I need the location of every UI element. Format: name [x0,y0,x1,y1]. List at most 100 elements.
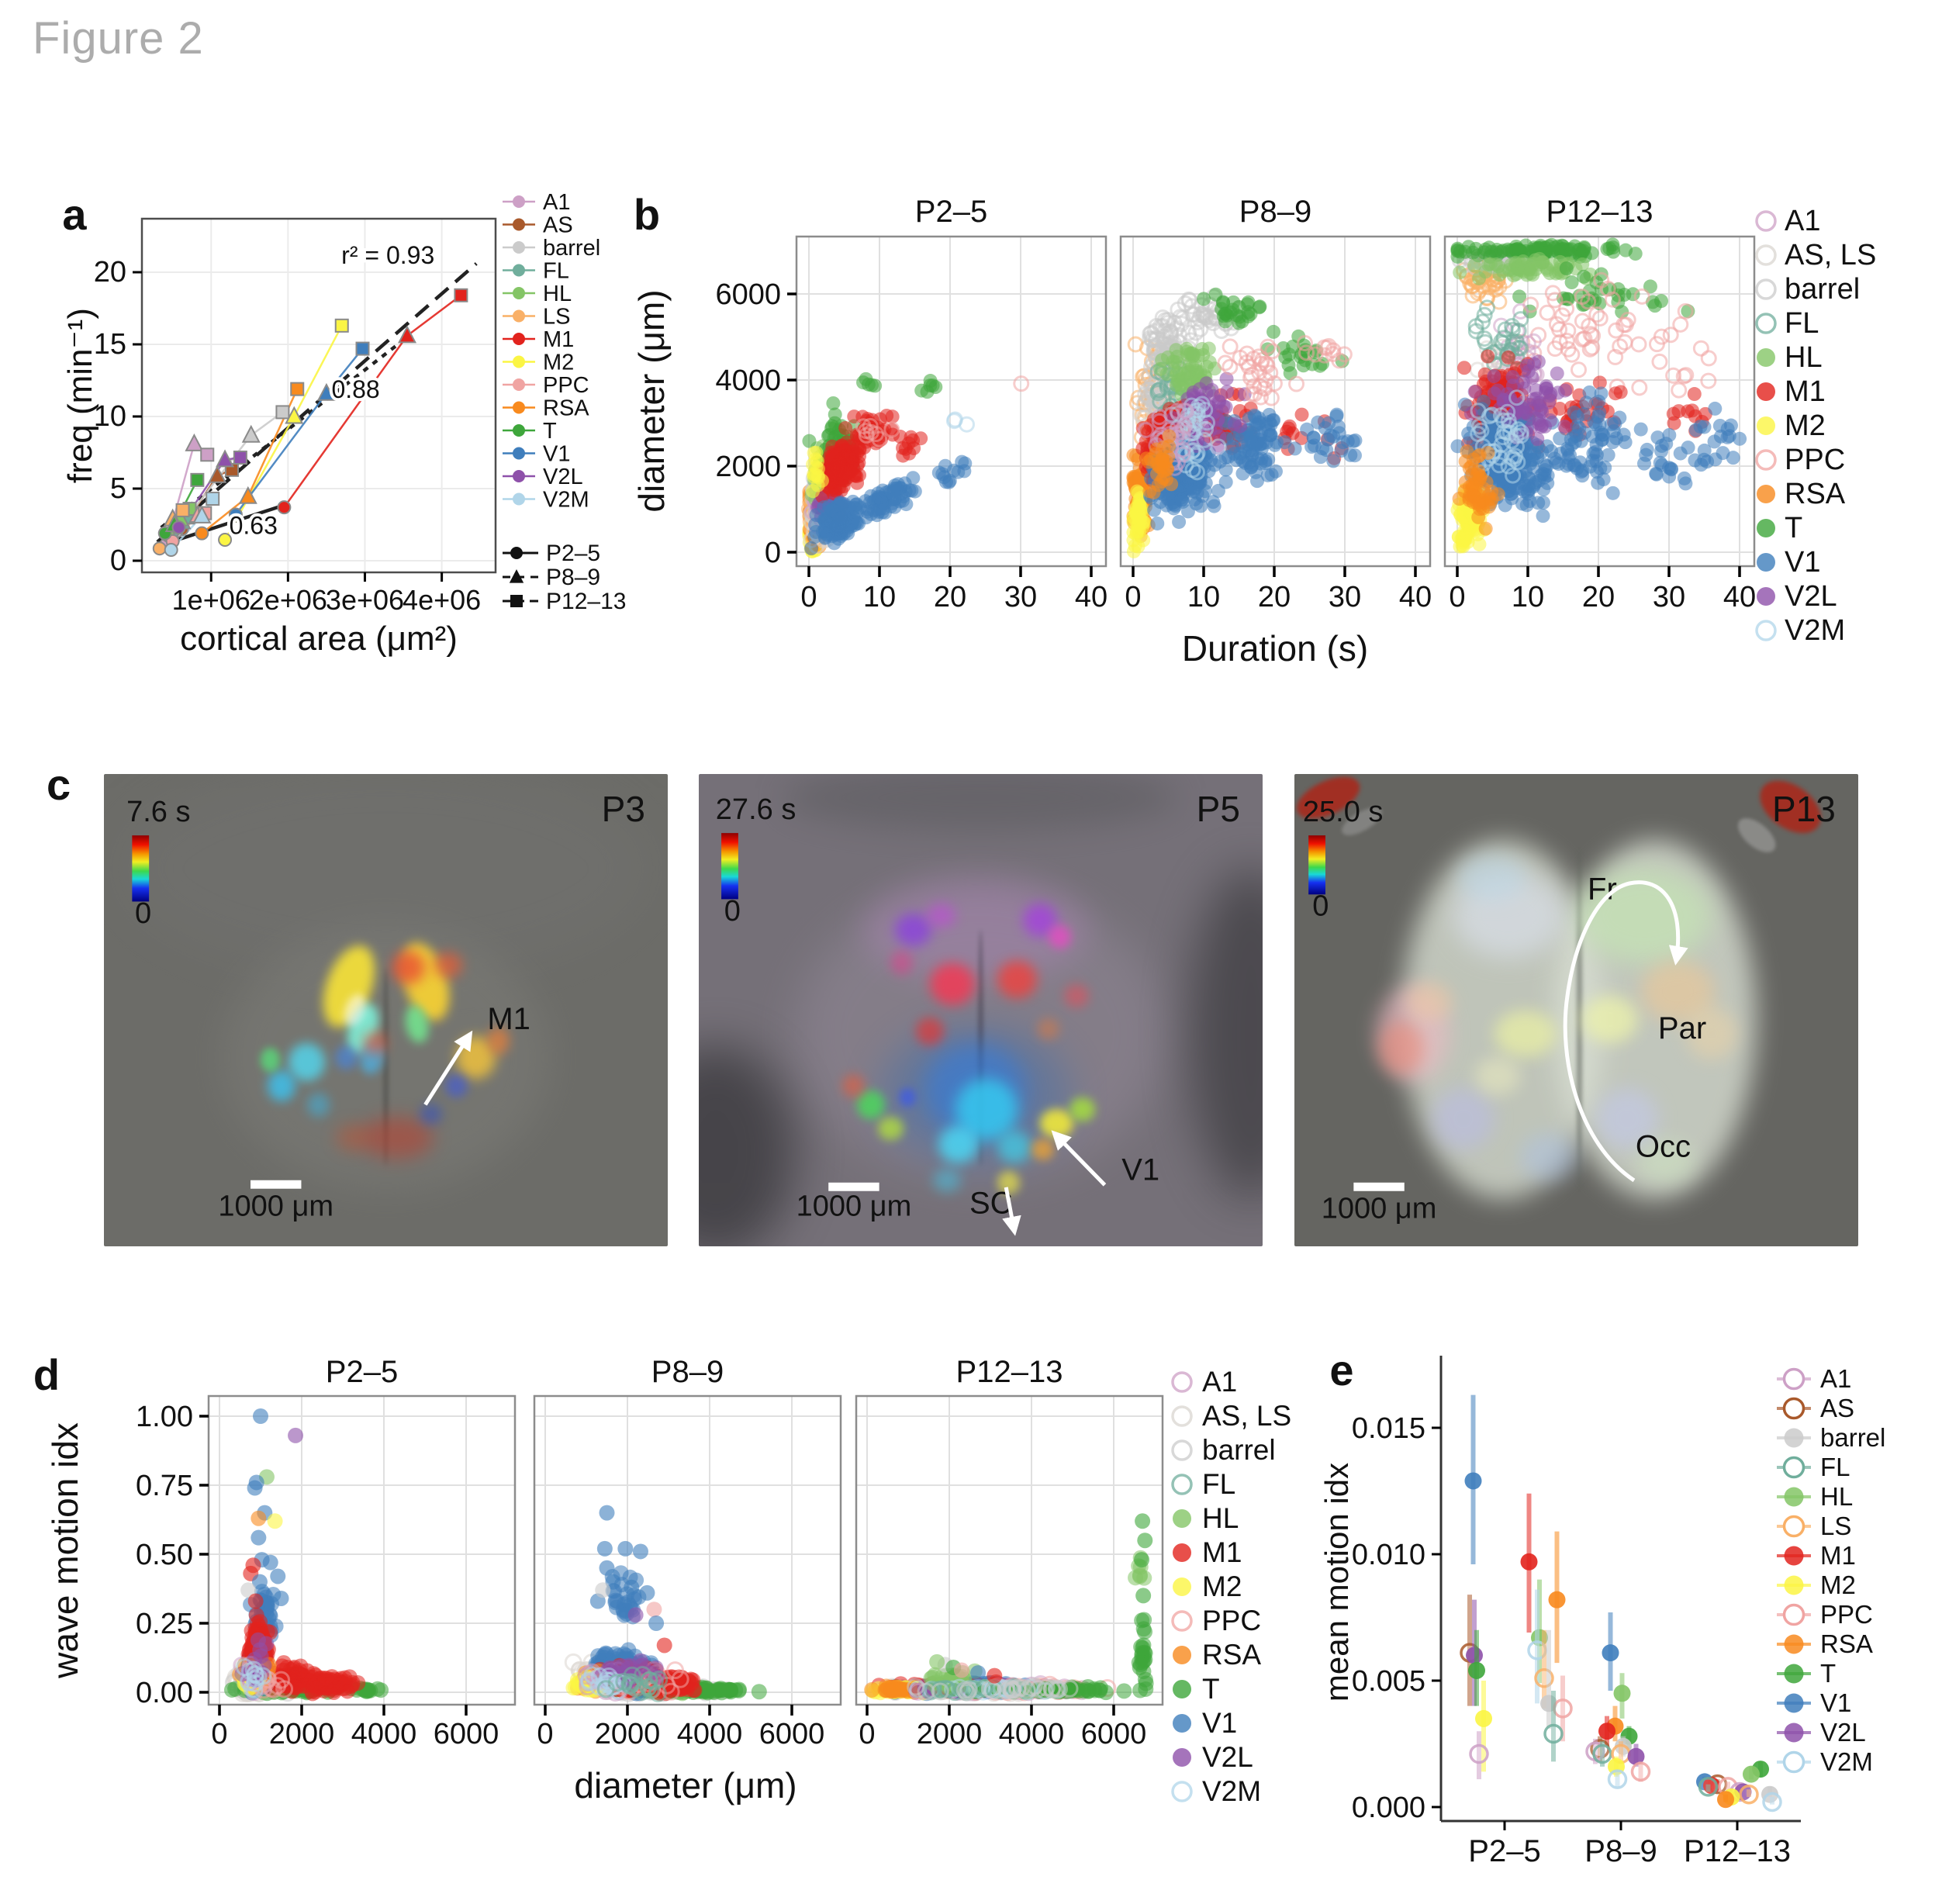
svg-text:V2M: V2M [1785,614,1845,647]
legend-item-PPC: PPC [1173,1605,1261,1636]
d-ylabel: wave motion idx [45,1422,85,1679]
legend-item-T: T [1777,1659,1836,1688]
colorbar-zero-label: 0 [724,895,741,928]
svg-text:V2L: V2L [1785,580,1837,613]
d-xtick: 4000 [999,1718,1065,1750]
b-xtick: 30 [1329,581,1361,613]
legend-item-HL: HL [1173,1502,1239,1534]
legend-item-M2: M2 [1173,1571,1242,1602]
a-xtick: 3e+06 [326,584,404,616]
legend-age-P12–13: P12–13 [503,589,626,614]
e-xtick: P2–5 [1468,1834,1540,1868]
colorbar-zero-label: 0 [135,897,151,930]
a-xtick: 1e+06 [172,584,251,616]
legend-item-HL: HL [503,282,572,306]
d-ytick: 0.25 [136,1608,193,1640]
panel-letter-a: a [62,190,87,239]
age-tag: P13 [1772,789,1836,829]
legend-item-M2: M2 [503,351,574,375]
colorbar-max-label: 7.6 s [126,796,190,828]
d-ytick: 0.75 [136,1470,193,1502]
b-xtick: 40 [1075,581,1107,613]
svg-text:M1: M1 [1785,375,1826,408]
legend-item-M1: M1 [1777,1541,1856,1570]
b-ytick: 6000 [715,278,781,311]
legend-item-V2L: V2L [1173,1741,1253,1773]
legend-age-P2–5: P2–5 [503,541,600,566]
d-ytick: 0.50 [136,1539,193,1571]
d-xtick: 0 [211,1718,227,1750]
svg-text:AS: AS [543,213,573,238]
b-xtick: 10 [863,581,896,613]
svg-text:HL: HL [543,282,572,306]
svg-text:barrel: barrel [1785,273,1860,306]
b-xtick: 20 [934,581,966,613]
legend-item-RSA: RSA [1173,1639,1261,1671]
svg-text:LS: LS [543,305,570,330]
panel-letter-d: d [33,1350,60,1399]
legend-item-M1: M1 [503,327,574,352]
facet-title: P8–9 [1239,195,1311,229]
colorbar-max-label: 27.6 s [716,793,796,826]
anatomy-label-V1: V1 [1121,1153,1159,1187]
b-xtick: 40 [1723,581,1756,613]
legend-item-T: T [1757,512,1802,544]
legend-item-V1: V1 [503,442,570,467]
legend-item-AS: AS [1777,1394,1854,1422]
series [154,289,468,556]
e-ylabel: mean motion idx [1318,1463,1355,1702]
svg-text:M1: M1 [543,327,574,352]
facet-title: P2–5 [915,195,987,229]
legend-item-V2L: V2L [1777,1718,1866,1747]
b-xtick: 30 [1653,581,1685,613]
d-xtick: 2000 [917,1718,983,1750]
facet-title: P8–9 [651,1355,724,1389]
legend-item-V1: V1 [1757,546,1820,579]
b-ytick: 2000 [715,451,781,483]
svg-text:P8–9: P8–9 [546,565,600,590]
d-xtick: 4000 [677,1718,743,1750]
b-xtick: 40 [1399,581,1432,613]
d-xtick: 2000 [595,1718,661,1750]
legend-item-V2M: V2M [1777,1747,1873,1776]
legend-item-FL: FL [503,259,569,284]
legend-item-LS: LS [1777,1512,1851,1540]
panel-letter-b: b [636,190,660,239]
d-xlabel: diameter (μm) [574,1765,796,1806]
d-ytick: 0.00 [136,1677,193,1709]
e-ytick: 0.015 [1352,1412,1425,1445]
a-xlabel: cortical area (μm²) [180,620,458,658]
d-xtick: 6000 [1081,1718,1147,1750]
anatomy-label-Par: Par [1658,1011,1706,1045]
legend-item-FL: FL [1777,1453,1850,1481]
legend-item-HL: HL [1757,341,1823,374]
legend-item-M1: M1 [1757,375,1826,408]
scale-label: 1000 μm [1322,1192,1437,1225]
b-xtick: 20 [1582,581,1615,613]
svg-text:T: T [1785,512,1802,544]
pointranges [1461,1395,1781,1811]
a-ytick: 0 [110,544,126,577]
svg-text:M2: M2 [543,351,574,375]
e-ytick: 0.000 [1352,1792,1425,1824]
legend-item-RSA: RSA [1757,478,1846,510]
d-xtick: 6000 [759,1718,825,1750]
e-ytick: 0.010 [1352,1539,1425,1571]
d-xtick: 2000 [269,1718,335,1750]
